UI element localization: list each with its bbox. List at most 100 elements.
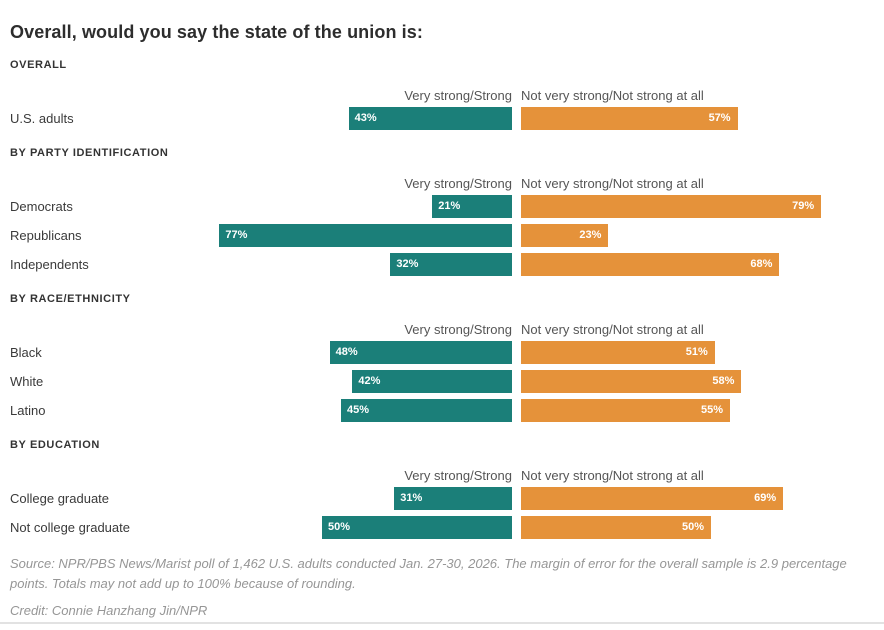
row-label: Republicans: [10, 228, 82, 244]
column-header-strong: Very strong/Strong: [404, 88, 512, 104]
not-strong-bar-zone: 57%: [521, 107, 874, 131]
column-headers: Very strong/Strong Not very strong/Not s…: [10, 88, 874, 104]
strong-bar-zone: 21%: [131, 195, 512, 219]
bar-strong: 48%: [329, 341, 512, 365]
bar-not-strong: 23%: [521, 224, 609, 248]
credit-note: Credit: Connie Hanzhang Jin/NPR: [10, 603, 208, 619]
strong-bar-zone: 43%: [131, 107, 512, 131]
bar-strong: 43%: [348, 107, 512, 131]
not-strong-bar-zone: 23%: [521, 224, 874, 248]
row-label: Democrats: [10, 199, 73, 215]
column-header-not-strong: Not very strong/Not strong at all: [521, 88, 704, 104]
not-strong-bar-zone: 69%: [521, 487, 874, 511]
bar-row: Black 48% 51%: [10, 341, 874, 365]
bar-row: Latino 45% 55%: [10, 399, 874, 423]
chart-section: BY RACE/ETHNICITY Very strong/Strong Not…: [10, 293, 874, 423]
column-header-spacer: [10, 176, 131, 192]
bar-row: Democrats 21% 79%: [10, 195, 874, 219]
bar-strong-value: 21%: [438, 200, 461, 213]
row-label: White: [10, 374, 44, 390]
column-header-strong: Very strong/Strong: [404, 176, 512, 192]
bar-not-strong-value: 57%: [708, 112, 731, 125]
bar-row: White 42% 58%: [10, 370, 874, 394]
bar-strong: 50%: [322, 516, 512, 540]
bar-strong: 21%: [432, 195, 512, 219]
chart-sections: OVERALL Very strong/Strong Not very stro…: [10, 59, 874, 540]
column-header-spacer: [10, 88, 131, 104]
column-gap: [512, 322, 521, 338]
column-header-not-strong: Not very strong/Not strong at all: [521, 322, 704, 338]
strong-bar-zone: 42%: [131, 370, 512, 394]
bar-not-strong-value: 55%: [700, 404, 723, 417]
strong-bar-zone: 45%: [131, 399, 512, 423]
column-header-strong: Very strong/Strong: [404, 322, 512, 338]
bar-not-strong: 68%: [521, 253, 780, 277]
row-label: Not college graduate: [10, 520, 130, 536]
bar-not-strong: 55%: [521, 399, 730, 423]
strong-bar-zone: 48%: [131, 341, 512, 365]
chart-section: BY EDUCATION Very strong/Strong Not very…: [10, 439, 874, 540]
source-note: Source: NPR/PBS News/Marist poll of 1,46…: [10, 556, 847, 592]
column-header-not-strong: Not very strong/Not strong at all: [521, 176, 704, 192]
not-strong-bar-zone: 68%: [521, 253, 874, 277]
section-title: OVERALL: [10, 59, 67, 72]
bar-strong-value: 43%: [354, 112, 377, 125]
bar-strong-value: 31%: [400, 492, 423, 505]
bar-row: U.S. adults 43% 57%: [10, 107, 874, 131]
bar-not-strong: 57%: [521, 107, 738, 131]
bar-not-strong: 69%: [521, 487, 784, 511]
bar-not-strong: 50%: [521, 516, 711, 540]
bar-not-strong: 51%: [521, 341, 715, 365]
row-label: Independents: [10, 257, 89, 273]
column-header-not-strong: Not very strong/Not strong at all: [521, 468, 704, 484]
not-strong-bar-zone: 79%: [521, 195, 874, 219]
chart-footer: Source: NPR/PBS News/Marist poll of 1,46…: [10, 554, 874, 621]
bar-strong: 31%: [394, 487, 512, 511]
not-strong-bar-zone: 58%: [521, 370, 874, 394]
column-gap: [512, 176, 521, 192]
column-gap: [512, 88, 521, 104]
bar-strong-value: 77%: [225, 229, 248, 242]
bar-not-strong: 79%: [521, 195, 822, 219]
bar-strong: 42%: [352, 370, 512, 394]
page-title: Overall, would you say the state of the …: [10, 22, 423, 43]
bar-strong-value: 42%: [358, 375, 381, 388]
bar-strong-value: 50%: [328, 521, 351, 534]
strong-bar-zone: 31%: [131, 487, 512, 511]
bar-not-strong: 58%: [521, 370, 742, 394]
row-label: U.S. adults: [10, 111, 74, 127]
bar-row: College graduate 31% 69%: [10, 487, 874, 511]
bar-not-strong-value: 68%: [750, 258, 773, 271]
strong-bar-zone: 77%: [131, 224, 512, 248]
strong-bar-zone: 32%: [131, 253, 512, 277]
bar-not-strong-value: 50%: [681, 521, 704, 534]
section-title: BY PARTY IDENTIFICATION: [10, 147, 169, 160]
not-strong-bar-zone: 50%: [521, 516, 874, 540]
section-title: BY RACE/ETHNICITY: [10, 293, 131, 306]
bar-strong-value: 45%: [347, 404, 370, 417]
bar-strong: 77%: [219, 224, 512, 248]
bar-row: Independents 32% 68%: [10, 253, 874, 277]
not-strong-bar-zone: 51%: [521, 341, 874, 365]
bar-not-strong-value: 51%: [685, 346, 708, 359]
row-label: College graduate: [10, 491, 110, 507]
bar-row: Not college graduate 50% 50%: [10, 516, 874, 540]
chart-section: BY PARTY IDENTIFICATION Very strong/Stro…: [10, 147, 874, 277]
row-label: Latino: [10, 403, 46, 419]
column-headers: Very strong/Strong Not very strong/Not s…: [10, 176, 874, 192]
bar-not-strong-value: 69%: [754, 492, 777, 505]
column-gap: [512, 468, 521, 484]
bar-not-strong-value: 58%: [712, 375, 735, 388]
bar-row: Republicans 77% 23%: [10, 224, 874, 248]
not-strong-bar-zone: 55%: [521, 399, 874, 423]
chart-section: OVERALL Very strong/Strong Not very stro…: [10, 59, 874, 131]
bar-not-strong-value: 23%: [579, 229, 602, 242]
bar-not-strong-value: 79%: [792, 200, 815, 213]
bar-strong: 32%: [390, 253, 512, 277]
column-headers: Very strong/Strong Not very strong/Not s…: [10, 322, 874, 338]
section-title: BY EDUCATION: [10, 439, 100, 452]
column-header-strong: Very strong/Strong: [404, 468, 512, 484]
bar-strong: 45%: [341, 399, 512, 423]
column-headers: Very strong/Strong Not very strong/Not s…: [10, 468, 874, 484]
